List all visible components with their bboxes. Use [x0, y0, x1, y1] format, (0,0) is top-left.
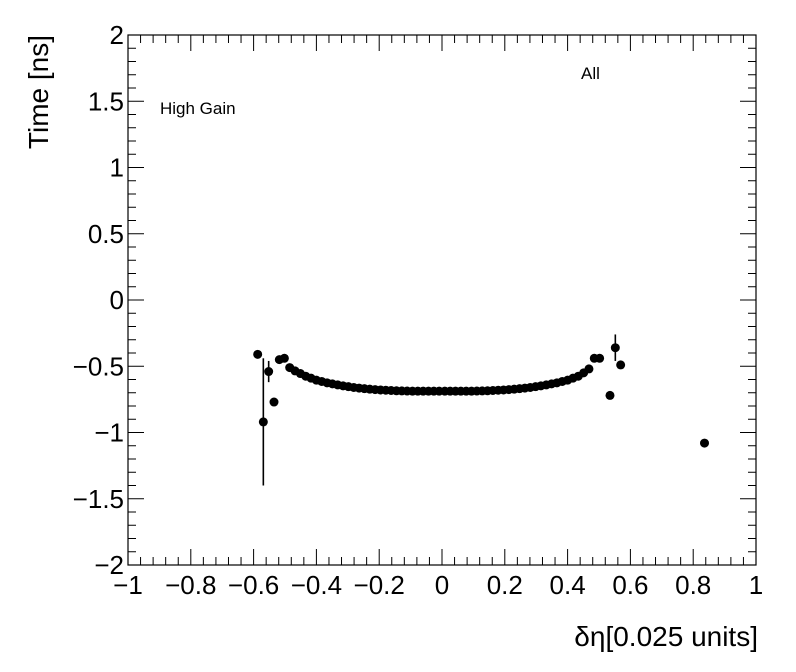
x-axis-title: δη[0.025 units] [574, 621, 758, 652]
data-point [584, 364, 594, 374]
annotation-all: All [581, 64, 600, 83]
y-axis-title: Time [ns] [23, 35, 54, 149]
data-point [700, 438, 710, 448]
data-point [279, 353, 289, 363]
y-tick-label: 2 [110, 20, 124, 50]
data-point [269, 397, 279, 407]
y-tick-label: 0 [110, 285, 124, 315]
x-tick-label: 0.4 [550, 570, 586, 600]
x-tick-labels: −1 −0.8 −0.6 −0.4 −0.2 0 0.2 0.4 0.6 0.8 1 [113, 570, 763, 600]
axis-ticks [127, 34, 757, 566]
y-tick-label: −0.5 [73, 351, 124, 381]
x-tick-label: 1 [749, 570, 763, 600]
y-tick-label: 0.5 [88, 219, 124, 249]
data-point [610, 343, 620, 353]
annotation-high-gain: High Gain [160, 99, 236, 118]
x-tick-label: −0.2 [354, 570, 405, 600]
x-tick-label: −1 [113, 570, 143, 600]
data-points [253, 334, 710, 486]
x-tick-label: −0.4 [291, 570, 342, 600]
x-tick-label: −0.8 [165, 570, 216, 600]
y-tick-label: −2 [94, 550, 124, 580]
x-tick-label: 0.6 [612, 570, 648, 600]
data-point [264, 367, 274, 377]
y-tick-label: 1.5 [88, 86, 124, 116]
data-point [258, 417, 268, 427]
data-point [595, 353, 605, 363]
x-tick-label: 0 [435, 570, 449, 600]
x-tick-label: −0.6 [228, 570, 279, 600]
y-tick-label: −1.5 [73, 484, 124, 514]
x-tick-label: 0.2 [487, 570, 523, 600]
data-point [616, 360, 626, 370]
y-tick-label: 1 [110, 153, 124, 183]
x-tick-label: 0.8 [675, 570, 711, 600]
y-tick-labels: −2 −1.5 −1 −0.5 0 0.5 1 1.5 2 [73, 20, 124, 580]
data-point [605, 390, 615, 400]
y-tick-label: −1 [94, 418, 124, 448]
data-point [253, 349, 263, 359]
